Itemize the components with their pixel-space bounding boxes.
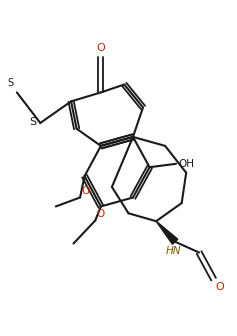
- Polygon shape: [156, 221, 178, 244]
- Text: O: O: [81, 186, 90, 196]
- Text: S: S: [8, 79, 14, 88]
- Text: OH: OH: [178, 159, 194, 169]
- Text: S: S: [29, 118, 36, 127]
- Text: HN: HN: [166, 246, 182, 256]
- Text: O: O: [97, 209, 105, 219]
- Text: O: O: [215, 282, 224, 292]
- Text: O: O: [96, 43, 105, 53]
